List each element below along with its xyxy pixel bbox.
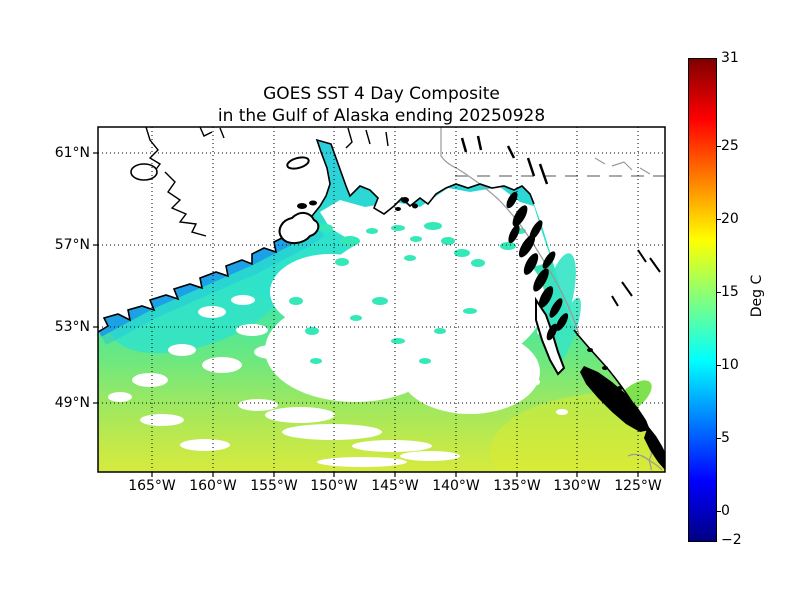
lon-label-130w: 130°W <box>553 478 601 494</box>
ne-lakes <box>460 135 549 185</box>
colorbar-label-0: 0 <box>721 503 730 519</box>
colorbar-tick <box>716 438 721 439</box>
plot-title-line2: in the Gulf of Alaska ending 20250928 <box>217 106 546 126</box>
axis-ticks <box>93 152 639 477</box>
lat-label-61n: 61°N <box>54 145 90 161</box>
colorbar-label-20: 20 <box>721 211 739 227</box>
lat-label-57n: 57°N <box>54 237 90 253</box>
plot-title-line1: GOES SST 4 Day Composite <box>263 84 500 104</box>
kodiak-island <box>278 212 320 244</box>
lat-label-53n: 53°N <box>54 319 90 335</box>
colorbar-unit-label: Deg C <box>749 274 765 318</box>
colorbar-tick <box>716 511 721 512</box>
colorbar-label-5: 5 <box>721 430 730 446</box>
colorbar-tick <box>716 146 721 147</box>
lon-label-160w: 160°W <box>189 478 237 494</box>
colorbar-tick <box>716 292 721 293</box>
lon-label-165w: 165°W <box>128 478 176 494</box>
nunivak-island <box>130 163 158 181</box>
lon-label-140w: 140°W <box>432 478 480 494</box>
alaska-mainland-coast <box>98 138 535 333</box>
colorbar-label-10: 10 <box>721 357 739 373</box>
colorbar-tick <box>716 219 721 220</box>
islands-and-fjords <box>297 191 665 470</box>
land-mask <box>98 127 665 467</box>
colorbar-label-25: 25 <box>721 138 739 154</box>
lon-label-125w: 125°W <box>614 478 662 494</box>
iliamna-lake <box>286 156 310 170</box>
lon-label-155w: 155°W <box>250 478 298 494</box>
bristol-bay-coast <box>145 127 225 237</box>
lon-label-135w: 135°W <box>493 478 541 494</box>
vancouver-island <box>580 366 650 432</box>
colorbar-label-15: 15 <box>721 284 739 300</box>
colorbar-label-neg2: −2 <box>721 532 742 548</box>
gray-river-squiggles <box>594 157 651 175</box>
sst-colorbar <box>688 58 717 542</box>
colorbar-tick <box>716 365 721 366</box>
bc-lower-mainland <box>644 426 665 470</box>
graticule-gridlines <box>98 127 665 472</box>
border-141w <box>440 127 459 170</box>
lat-label-49n: 49°N <box>54 395 90 411</box>
interior-coast-marks <box>345 127 389 149</box>
lon-label-150w: 150°W <box>310 478 358 494</box>
map-frame <box>97 126 666 473</box>
bc-interior-lakes <box>611 249 661 307</box>
colorbar-label-31: 31 <box>721 50 739 66</box>
lon-label-145w: 145°W <box>371 478 419 494</box>
